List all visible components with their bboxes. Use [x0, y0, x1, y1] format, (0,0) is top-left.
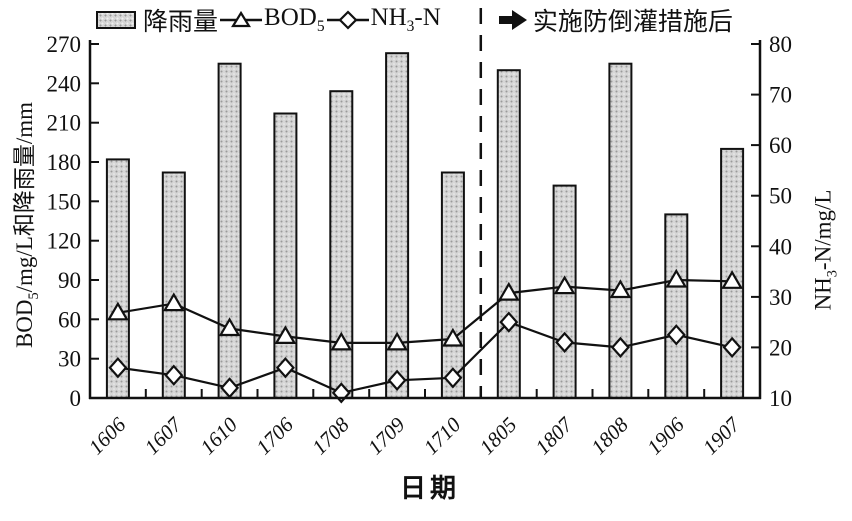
bar-1906: [664, 213, 689, 399]
diamond-marker: [387, 369, 407, 391]
diamond-marker: [555, 331, 575, 354]
left-tick-label: 240: [47, 71, 82, 96]
left-tick-label: 180: [47, 150, 82, 175]
x-tick-label: 1606: [84, 412, 131, 459]
diamond-marker: [499, 311, 519, 333]
triangle-marker: [330, 331, 353, 351]
left-tick-label: 90: [58, 268, 81, 293]
x-axis-title: 日期: [399, 474, 460, 503]
legend-item-nh3n: NH3-N: [325, 4, 441, 36]
right-tick-label: 50: [769, 184, 792, 209]
x-tick-label: 1807: [530, 412, 578, 460]
left-tick-label: 0: [70, 386, 82, 411]
diamond-marker: [164, 364, 184, 386]
x-tick-label: 1709: [363, 412, 410, 459]
triangle-marker: [441, 327, 464, 347]
legend-bod5-label: BOD5: [264, 4, 325, 35]
right-tick-label: 20: [769, 335, 792, 360]
x-tick-label: 1710: [419, 412, 466, 459]
triangle-marker: [665, 268, 688, 288]
triangle-marker: [162, 292, 185, 312]
right-tick-label: 80: [769, 32, 792, 57]
left-tick-label: 210: [47, 111, 82, 136]
bar-1706: [273, 112, 298, 399]
diamond-marker: [108, 357, 128, 379]
diamond-marker-icon: [326, 10, 369, 30]
right-tick-label: 30: [769, 285, 792, 310]
legend-rainfall-label: 降雨量: [143, 9, 219, 36]
triangle-marker: [721, 270, 744, 289]
bar-1708: [329, 90, 354, 399]
bar-1710: [440, 171, 465, 399]
legend: 降雨量 BOD5 NH3-N 实施防倒灌措施后: [96, 4, 733, 36]
diamond-marker: [443, 367, 463, 389]
line-diamond: [117, 320, 733, 395]
diamond-marker: [275, 357, 295, 379]
right-axis-title: NH3-N/mg/L: [810, 189, 841, 311]
right-tick-label: 40: [769, 234, 792, 259]
x-tick-label: 1805: [475, 413, 522, 460]
bar-1607: [161, 171, 186, 399]
right-tick-label: 70: [769, 83, 792, 108]
left-axis-title: BOD5/mg/L和降雨量/mm: [12, 101, 42, 349]
left-tick-label: 150: [47, 189, 82, 214]
left-tick-label: 60: [58, 307, 81, 332]
triangle-marker-icon: [220, 10, 263, 28]
legend-annotation-label: 实施防倒灌措施后: [532, 9, 733, 36]
legend-nh3n-label: NH3-N: [370, 4, 441, 35]
right-arrow-icon: [498, 10, 527, 30]
diamond-marker: [666, 324, 686, 346]
bar-1610: [217, 62, 242, 399]
legend-item-bod5: BOD5: [218, 4, 325, 36]
left-tick-label: 30: [58, 347, 81, 372]
x-tick-label: 1708: [307, 412, 354, 459]
triangle-marker: [274, 325, 297, 344]
left-tick-label: 120: [47, 229, 82, 254]
x-tick-label: 1808: [586, 412, 633, 459]
x-tick-label: 1607: [140, 412, 188, 460]
x-tick-label: 1706: [251, 412, 298, 459]
right-tick-label: 10: [769, 386, 792, 411]
bar-1805: [496, 69, 521, 399]
diamond-marker: [722, 336, 742, 359]
triangle-marker: [497, 281, 520, 301]
diamond-marker: [610, 336, 630, 359]
x-tick-label: 1906: [642, 412, 689, 459]
right-tick-label: 60: [769, 133, 792, 158]
left-tick-label: 270: [47, 32, 82, 57]
triangle-marker: [553, 275, 576, 295]
line-triangle: [117, 278, 733, 344]
triangle-marker: [106, 301, 129, 321]
legend-item-rainfall: 降雨量: [96, 2, 218, 38]
x-tick-label: 1610: [195, 412, 242, 459]
triangle-marker: [609, 279, 632, 299]
rainfall-swatch-icon: [96, 11, 136, 29]
x-tick-label: 1907: [698, 412, 746, 460]
triangle-marker: [218, 317, 241, 337]
triangle-marker: [386, 331, 409, 351]
